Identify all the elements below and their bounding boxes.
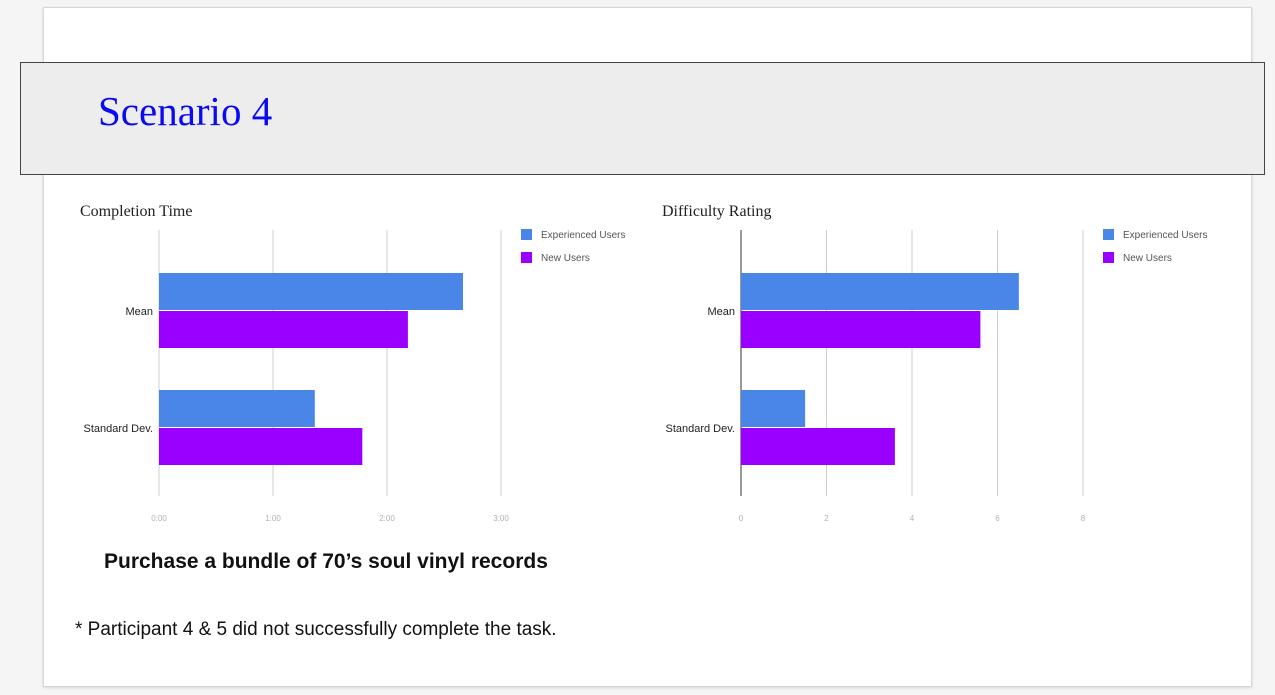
difficulty-rating-chart: Difficulty Rating 0 2 4 6 8 Mean Standard Dev. E…: [662, 203, 1207, 523]
legend-label: Experienced Users: [1123, 230, 1207, 241]
chart-title: Difficulty Rating: [662, 203, 771, 220]
legend-swatch: [521, 229, 532, 240]
footnote: * Participant 4 & 5 did not successfully…: [75, 619, 557, 640]
bar-experienced-users-standard-dev: [159, 390, 315, 427]
legend-label: New Users: [1123, 253, 1172, 264]
category-label: Mean: [125, 306, 153, 318]
legend-swatch: [1103, 252, 1114, 263]
chart-title: Completion Time: [80, 203, 192, 220]
bar-experienced-users-mean: [159, 273, 463, 310]
tick-label: 2: [824, 514, 829, 523]
tick-label: 0:00: [151, 514, 167, 523]
tick-label: 1:00: [265, 514, 281, 523]
title-band: Scenario 4: [20, 62, 1265, 175]
tick-label: 0: [739, 514, 744, 523]
bar-new-users-standard-dev: [159, 428, 363, 465]
tick-label: 4: [910, 514, 915, 523]
tick-label: 2:00: [379, 514, 395, 523]
bar-new-users-mean: [741, 311, 981, 348]
legend-swatch: [521, 252, 532, 263]
category-label: Standard Dev.: [665, 423, 735, 435]
tick-label: 8: [1081, 514, 1086, 523]
bar-new-users-standard-dev: [741, 428, 895, 465]
legend-swatch: [1103, 229, 1114, 240]
completion-time-chart: Completion Time 0:00 1:00 2:00 3:00 Mean Stand…: [80, 203, 625, 523]
slide-title: Scenario 4: [98, 88, 273, 134]
tick-label: 6: [995, 514, 1000, 523]
bar-new-users-mean: [159, 311, 408, 348]
tick-label: 3:00: [493, 514, 509, 523]
bar-experienced-users-mean: [741, 273, 1019, 310]
category-label: Mean: [707, 306, 735, 318]
category-label: Standard Dev.: [83, 423, 153, 435]
scenario-task: Purchase a bundle of 70’s soul vinyl rec…: [104, 550, 548, 573]
bar-experienced-users-standard-dev: [741, 390, 806, 427]
legend-label: New Users: [541, 253, 590, 264]
legend-label: Experienced Users: [541, 230, 625, 241]
